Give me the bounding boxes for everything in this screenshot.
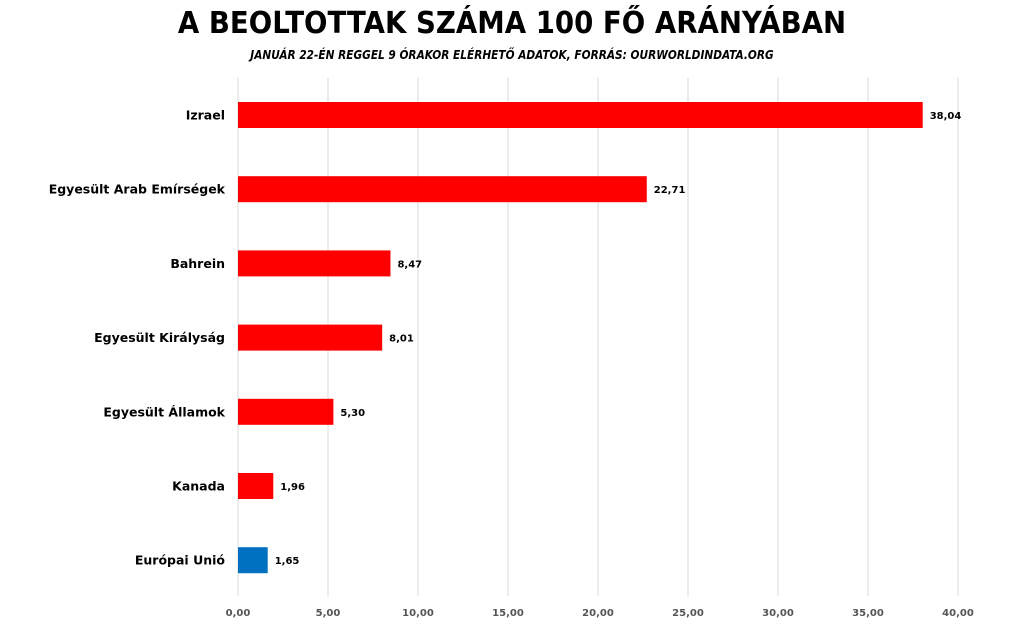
bar: [238, 398, 334, 425]
x-tick-label: 40,00: [942, 608, 974, 619]
x-tick-label: 5,00: [316, 608, 341, 619]
category-label: Izrael: [186, 108, 225, 123]
data-label: 8,01: [389, 334, 414, 345]
data-label: 5,30: [340, 408, 365, 419]
x-tick-label: 25,00: [672, 608, 704, 619]
bar: [238, 324, 383, 351]
bar: [238, 102, 923, 128]
x-tick-label: 10,00: [402, 608, 434, 619]
data-label: 1,96: [280, 482, 305, 493]
bar: [238, 547, 268, 574]
category-label: Bahrein: [170, 256, 225, 271]
chart-subtitle: JANUÁR 22-ÉN REGGEL 9 ÓRAKOR ELÉRHETŐ AD…: [250, 48, 774, 62]
labels: 0,00 5,00 10,00 15,00 20,00 25,00 30,00 35,00 40…: [49, 108, 974, 620]
bar: [238, 176, 647, 203]
data-label: 8,47: [397, 259, 422, 270]
data-label: 22,71: [654, 185, 686, 196]
x-tick-label: 30,00: [762, 608, 794, 619]
bar: [238, 250, 391, 277]
x-tick-label: 20,00: [582, 608, 614, 619]
category-label: Kanada: [172, 479, 225, 494]
data-label: 1,65: [275, 556, 300, 567]
bar: [238, 473, 274, 499]
x-tick-label: 35,00: [852, 608, 884, 619]
bars: [238, 102, 923, 574]
category-label: Egyesült Arab Emírségek: [49, 182, 226, 197]
x-tick-label: 15,00: [492, 608, 524, 619]
data-label: 38,04: [930, 111, 962, 122]
category-label: Egyesült Államok: [103, 404, 225, 419]
category-label: Egyesült Királyság: [94, 330, 225, 345]
chart-title: A BEOLTOTTAK SZÁMA 100 FŐ ARÁNYÁBAN: [177, 6, 847, 41]
category-label: Európai Unió: [135, 553, 226, 568]
x-tick-label: 0,00: [226, 608, 251, 619]
